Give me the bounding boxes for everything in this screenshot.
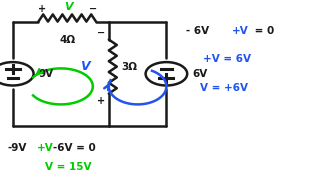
Text: -6V = 0: -6V = 0 bbox=[53, 143, 96, 153]
Text: 9V: 9V bbox=[38, 69, 53, 79]
Text: V = +6V: V = +6V bbox=[200, 83, 248, 93]
Text: V: V bbox=[80, 60, 90, 73]
Text: - 6V: - 6V bbox=[186, 26, 212, 36]
Text: 6V: 6V bbox=[192, 69, 207, 79]
Text: V = 15V: V = 15V bbox=[45, 162, 91, 172]
Text: = 0: = 0 bbox=[251, 26, 275, 36]
Text: V: V bbox=[65, 2, 73, 12]
Text: 4Ω: 4Ω bbox=[59, 35, 75, 45]
Text: 3Ω: 3Ω bbox=[122, 62, 138, 72]
Text: +: + bbox=[37, 4, 46, 14]
Text: −: − bbox=[97, 27, 105, 37]
Text: −: − bbox=[89, 4, 97, 14]
Text: +V: +V bbox=[232, 26, 249, 36]
Text: -9V: -9V bbox=[8, 143, 28, 153]
Text: +: + bbox=[97, 96, 105, 106]
Text: +V: +V bbox=[37, 143, 53, 153]
Text: +V = 6V: +V = 6V bbox=[203, 54, 251, 64]
